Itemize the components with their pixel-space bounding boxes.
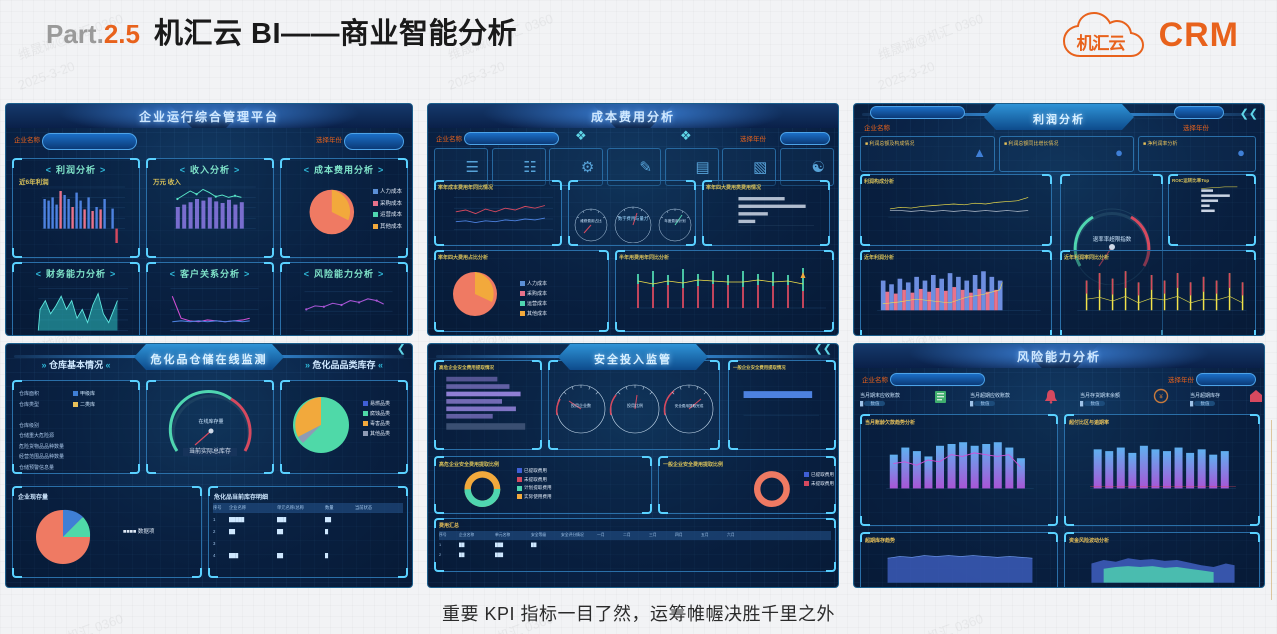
svg-text:安全费用提取完成: 安全费用提取完成 <box>675 403 704 408</box>
svg-text:数字费用与量力: 数字费用与量力 <box>618 215 648 222</box>
svg-text:维修费用占比: 维修费用占比 <box>580 218 602 223</box>
svg-text:投用企业数: 投用企业数 <box>571 402 591 408</box>
svg-text:在线库存量: 在线库存量 <box>198 418 223 425</box>
svg-text:年度费用计划: 年度费用计划 <box>664 218 686 223</box>
svg-text:投用比例: 投用比例 <box>627 402 643 408</box>
svg-text:退率率超限指数: 退率率超限指数 <box>1093 235 1132 243</box>
svg-text:¥: ¥ <box>1159 395 1163 401</box>
